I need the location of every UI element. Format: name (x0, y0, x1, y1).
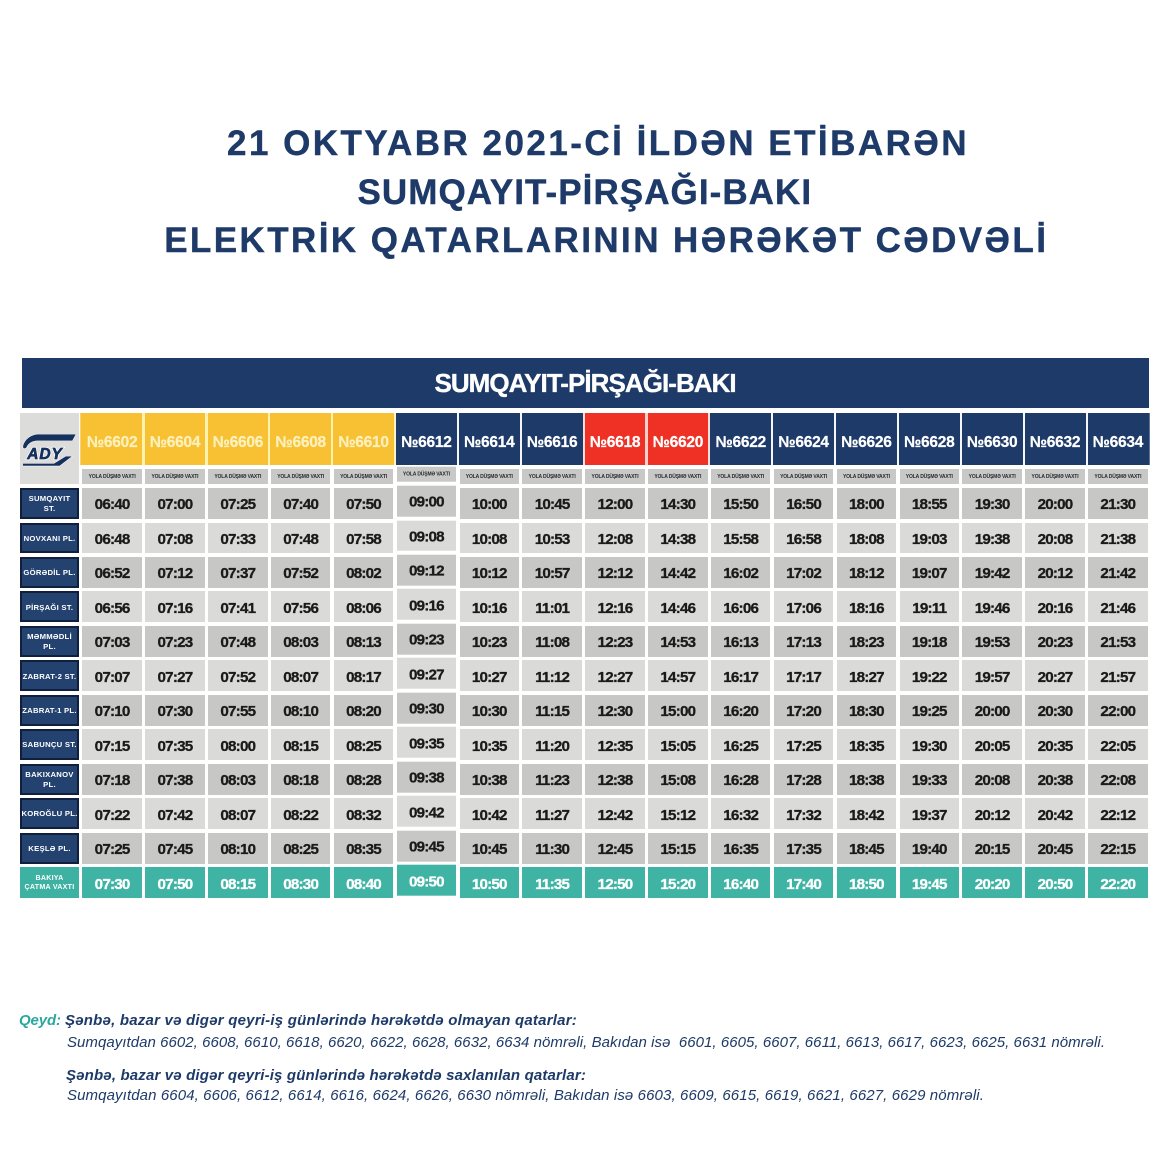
svg-text:ADY: ADY (26, 446, 63, 463)
svg-text:ADY: ADY (26, 446, 63, 463)
